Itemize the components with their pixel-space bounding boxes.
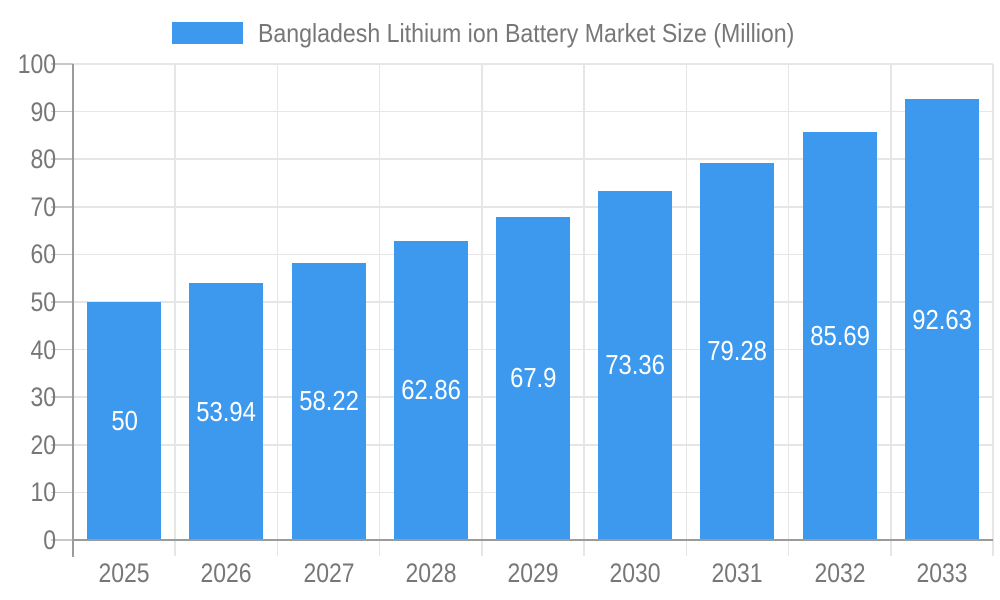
gridline-v bbox=[685, 64, 688, 540]
x-tick bbox=[685, 540, 688, 556]
bar-value-label: 67.9 bbox=[509, 362, 557, 394]
x-tick bbox=[174, 540, 176, 556]
bar-value-label: 92.63 bbox=[912, 303, 972, 335]
bar[interactable]: 85.69 bbox=[802, 132, 877, 540]
gridline-v bbox=[992, 64, 994, 540]
gridline-v bbox=[787, 64, 790, 540]
gridline-v bbox=[174, 64, 176, 540]
bar-value-label: 85.69 bbox=[809, 320, 870, 352]
x-tick-label: 2025 bbox=[98, 558, 150, 588]
y-tick-label: 40 bbox=[30, 334, 56, 365]
y-tick bbox=[51, 110, 73, 113]
x-tick bbox=[890, 540, 892, 556]
x-tick bbox=[276, 540, 279, 556]
bar[interactable]: 62.86 bbox=[393, 240, 468, 540]
y-tick-label: 70 bbox=[30, 191, 56, 222]
y-axis-line bbox=[72, 64, 74, 557]
bar[interactable]: 53.94 bbox=[189, 283, 264, 540]
y-tick-label: 90 bbox=[30, 96, 56, 127]
bar[interactable]: 79.28 bbox=[700, 162, 775, 540]
y-tick bbox=[51, 253, 73, 256]
x-tick bbox=[787, 540, 790, 556]
legend-swatch bbox=[172, 22, 243, 44]
y-tick-label: 20 bbox=[30, 429, 56, 460]
bar[interactable]: 92.63 bbox=[904, 99, 979, 540]
y-tick bbox=[51, 444, 73, 446]
y-tick-label: 80 bbox=[30, 144, 56, 175]
bar-value-label: 50 bbox=[110, 405, 138, 436]
x-tick-label: 2027 bbox=[303, 558, 355, 588]
x-tick-label: 2032 bbox=[814, 558, 866, 588]
bar-value-label: 62.86 bbox=[400, 374, 461, 406]
bar-value-label: 58.22 bbox=[298, 385, 359, 417]
chart-legend[interactable]: Bangladesh Lithium ion Battery Market Si… bbox=[172, 18, 861, 48]
gridline-v bbox=[890, 64, 892, 540]
y-tick-label: 10 bbox=[30, 477, 56, 508]
bar-value-label: 79.28 bbox=[707, 335, 768, 367]
gridline-h bbox=[73, 158, 993, 160]
x-tick-label: 2031 bbox=[711, 558, 763, 588]
y-tick bbox=[51, 158, 73, 160]
bar[interactable]: 73.36 bbox=[598, 190, 673, 540]
legend-label: Bangladesh Lithium ion Battery Market Si… bbox=[258, 17, 795, 48]
bar-value-label: 73.36 bbox=[605, 349, 665, 381]
y-tick bbox=[51, 348, 73, 351]
y-tick bbox=[51, 539, 73, 541]
x-axis-line bbox=[73, 539, 993, 541]
y-tick bbox=[51, 206, 73, 208]
x-tick-label: 2033 bbox=[916, 558, 968, 588]
y-tick bbox=[51, 301, 73, 303]
y-tick-label: 30 bbox=[30, 382, 56, 413]
y-tick bbox=[51, 63, 73, 65]
y-tick-label: 100 bbox=[17, 49, 56, 79]
gridline-h bbox=[73, 110, 993, 113]
gridline-v bbox=[583, 64, 585, 540]
gridline-h bbox=[73, 63, 993, 65]
gridline-v bbox=[481, 64, 483, 540]
bar[interactable]: 58.22 bbox=[291, 262, 366, 540]
x-tick bbox=[992, 540, 994, 556]
gridline-v bbox=[276, 64, 279, 540]
x-tick-label: 2030 bbox=[609, 558, 661, 588]
gridline-v bbox=[378, 64, 381, 540]
y-tick-label: 60 bbox=[30, 239, 56, 270]
x-tick-label: 2029 bbox=[507, 558, 559, 588]
y-tick-label: 50 bbox=[30, 287, 56, 317]
y-tick-label: 0 bbox=[43, 525, 56, 555]
bar[interactable]: 67.9 bbox=[496, 216, 570, 540]
x-tick-label: 2026 bbox=[200, 558, 252, 588]
gridline-h bbox=[73, 206, 993, 208]
x-tick-label: 2028 bbox=[405, 558, 457, 588]
bar[interactable]: 50 bbox=[87, 302, 162, 540]
x-tick bbox=[481, 540, 483, 556]
x-tick bbox=[378, 540, 381, 556]
bar-value-label: 53.94 bbox=[196, 395, 257, 427]
x-tick bbox=[583, 540, 585, 556]
y-tick bbox=[51, 491, 73, 494]
y-tick bbox=[51, 396, 73, 398]
